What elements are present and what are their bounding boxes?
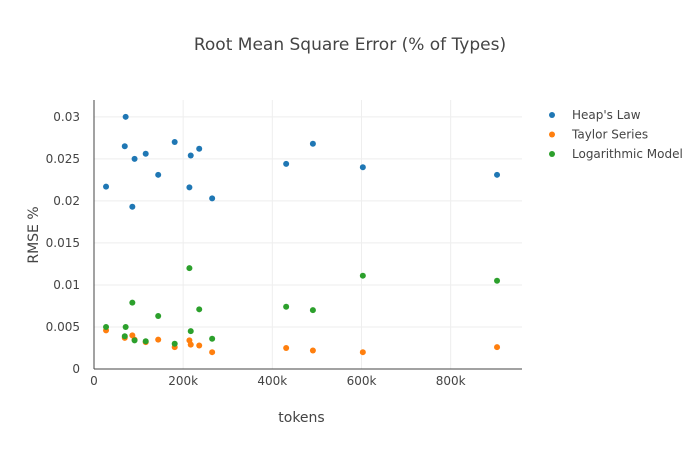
- series-heap-s-law: [103, 113, 501, 210]
- x-tick-label: 0: [90, 374, 98, 388]
- data-point[interactable]: [494, 171, 501, 178]
- data-point[interactable]: [187, 328, 194, 335]
- legend-item[interactable]: Taylor Series: [549, 128, 648, 142]
- data-point[interactable]: [359, 272, 366, 279]
- data-point[interactable]: [187, 152, 194, 159]
- data-point[interactable]: [359, 164, 366, 171]
- y-tick-label: 0: [72, 362, 80, 376]
- axes: 0 0.005 0.01 0.015 0.02 0.025 0.03 0 200k 400k 600…: [46, 100, 522, 388]
- legend[interactable]: Heap's Law Taylor Series Logarithmic Model: [549, 108, 683, 161]
- data-point[interactable]: [209, 335, 216, 342]
- data-point[interactable]: [186, 265, 193, 272]
- data-point[interactable]: [171, 340, 178, 347]
- chart-title: Root Mean Square Error (% of Types): [194, 35, 506, 55]
- data-point[interactable]: [131, 337, 138, 344]
- data-point[interactable]: [359, 349, 366, 356]
- data-point[interactable]: [155, 313, 162, 320]
- data-point[interactable]: [209, 349, 216, 356]
- legend-label: Taylor Series: [571, 128, 648, 142]
- data-point[interactable]: [186, 184, 193, 191]
- data-point[interactable]: [155, 171, 162, 178]
- y-tick-label: 0.02: [53, 194, 80, 208]
- data-point[interactable]: [142, 338, 149, 345]
- data-point[interactable]: [309, 307, 316, 314]
- data-point[interactable]: [196, 145, 203, 152]
- data-point[interactable]: [121, 143, 128, 150]
- x-tick-label: 800k: [436, 374, 466, 388]
- data-point[interactable]: [187, 341, 194, 348]
- x-axis-title: tokens: [278, 410, 324, 426]
- y-tick-label: 0.005: [46, 320, 80, 334]
- data-point[interactable]: [196, 306, 203, 313]
- data-point[interactable]: [155, 336, 162, 343]
- data-points: [103, 113, 501, 356]
- data-point[interactable]: [209, 195, 216, 202]
- data-point[interactable]: [196, 342, 203, 349]
- data-point[interactable]: [129, 299, 136, 306]
- data-point[interactable]: [131, 155, 138, 162]
- legend-item[interactable]: Logarithmic Model: [549, 147, 683, 161]
- y-tick-label: 0.03: [53, 110, 80, 124]
- data-point[interactable]: [103, 323, 110, 330]
- x-tick-label: 200k: [168, 374, 198, 388]
- y-tick-label: 0.025: [46, 152, 80, 166]
- x-tick-label: 400k: [257, 374, 287, 388]
- series-logarithmic-model: [103, 265, 501, 347]
- y-tick-label: 0.015: [46, 236, 80, 250]
- data-point[interactable]: [309, 140, 316, 147]
- data-point[interactable]: [103, 183, 110, 190]
- data-point[interactable]: [309, 347, 316, 354]
- data-point[interactable]: [171, 139, 178, 146]
- data-point[interactable]: [283, 344, 290, 351]
- y-axis-title: RMSE %: [26, 206, 42, 263]
- gridlines: [94, 100, 522, 369]
- data-point[interactable]: [122, 323, 129, 330]
- data-point[interactable]: [121, 333, 128, 340]
- data-point[interactable]: [283, 303, 290, 310]
- data-point[interactable]: [129, 203, 136, 210]
- legend-marker: [549, 112, 555, 118]
- data-point[interactable]: [122, 113, 129, 120]
- legend-marker: [549, 131, 555, 138]
- x-tick-label: 600k: [347, 374, 377, 388]
- data-point[interactable]: [283, 160, 290, 167]
- legend-marker: [549, 151, 555, 157]
- data-point[interactable]: [494, 277, 501, 284]
- legend-item[interactable]: Heap's Law: [549, 108, 641, 122]
- legend-label: Heap's Law: [572, 108, 641, 122]
- data-point[interactable]: [142, 150, 149, 157]
- data-point[interactable]: [494, 344, 501, 351]
- y-tick-label: 0.01: [53, 278, 80, 292]
- legend-label: Logarithmic Model: [572, 147, 683, 161]
